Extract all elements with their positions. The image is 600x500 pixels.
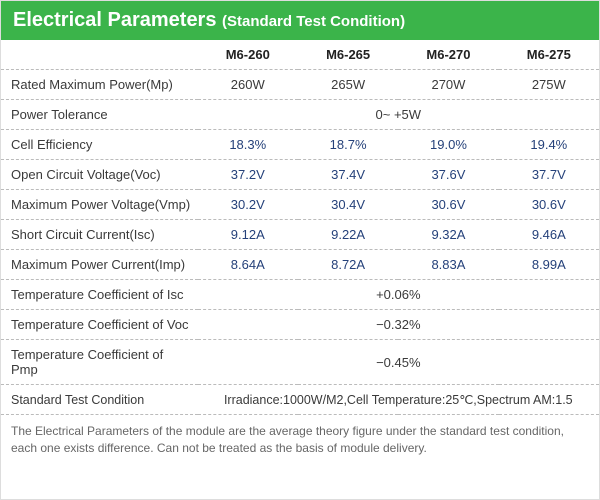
cell-span-value: −0.32% [198,310,599,340]
row-label: Open Circuit Voltage(Voc) [1,160,198,190]
row-label: Temperature Coefficient of Pmp [1,340,198,385]
cell-value: 37.2V [198,160,298,190]
cell-value: 30.6V [398,190,498,220]
row-label: Power Tolerance [1,100,198,130]
col-label-empty [1,40,198,70]
col-header: M6-265 [298,40,398,70]
cell-value: 8.83A [398,250,498,280]
row-label: Maximum Power Current(Imp) [1,250,198,280]
col-header: M6-275 [499,40,599,70]
table-row: Open Circuit Voltage(Voc)37.2V37.4V37.6V… [1,160,599,190]
cell-span-value: Irradiance:1000W/M2,Cell Temperature:25℃… [198,385,599,415]
row-label: Temperature Coefficient of Voc [1,310,198,340]
cell-value: 8.64A [198,250,298,280]
cell-value: 8.72A [298,250,398,280]
cell-value: 19.4% [499,130,599,160]
cell-span-value: −0.45% [198,340,599,385]
cell-value: 37.7V [499,160,599,190]
cell-value: 9.46A [499,220,599,250]
footnote-text: The Electrical Parameters of the module … [1,415,599,463]
table-header-row: M6-260M6-265M6-270M6-275 [1,40,599,70]
col-header: M6-270 [398,40,498,70]
col-header: M6-260 [198,40,298,70]
row-label: Standard Test Condition [1,385,198,415]
parameters-table: M6-260M6-265M6-270M6-275Rated Maximum Po… [1,40,599,415]
table-row: Temperature Coefficient of Pmp−0.45% [1,340,599,385]
cell-value: 30.2V [198,190,298,220]
table-row: Cell Efficiency18.3%18.7%19.0%19.4% [1,130,599,160]
cell-value: 18.3% [198,130,298,160]
cell-value: 8.99A [499,250,599,280]
table-row: Maximum Power Voltage(Vmp)30.2V30.4V30.6… [1,190,599,220]
row-label: Temperature Coefficient of Isc [1,280,198,310]
header-title: Electrical Parameters [13,9,216,31]
cell-span-value: +0.06% [198,280,599,310]
cell-value: 30.4V [298,190,398,220]
row-label: Short Circuit Current(Isc) [1,220,198,250]
cell-value: 19.0% [398,130,498,160]
cell-value: 37.4V [298,160,398,190]
table-row: Standard Test ConditionIrradiance:1000W/… [1,385,599,415]
cell-value: 9.12A [198,220,298,250]
cell-value: 270W [398,70,498,100]
cell-value: 30.6V [499,190,599,220]
header-bar: Electrical Parameters (Standard Test Con… [1,1,599,40]
cell-value: 265W [298,70,398,100]
cell-value: 37.6V [398,160,498,190]
cell-value: 9.22A [298,220,398,250]
table-row: Maximum Power Current(Imp)8.64A8.72A8.83… [1,250,599,280]
cell-value: 260W [198,70,298,100]
row-label: Cell Efficiency [1,130,198,160]
table-row: Short Circuit Current(Isc)9.12A9.22A9.32… [1,220,599,250]
cell-value: 275W [499,70,599,100]
table-row: Temperature Coefficient of Isc+0.06% [1,280,599,310]
row-label: Rated Maximum Power(Mp) [1,70,198,100]
table-row: Temperature Coefficient of Voc−0.32% [1,310,599,340]
cell-span-value: 0~ +5W [198,100,599,130]
cell-value: 18.7% [298,130,398,160]
table-row: Power Tolerance0~ +5W [1,100,599,130]
row-label: Maximum Power Voltage(Vmp) [1,190,198,220]
header-subtitle: (Standard Test Condition) [222,13,405,30]
cell-value: 9.32A [398,220,498,250]
table-row: Rated Maximum Power(Mp)260W265W270W275W [1,70,599,100]
